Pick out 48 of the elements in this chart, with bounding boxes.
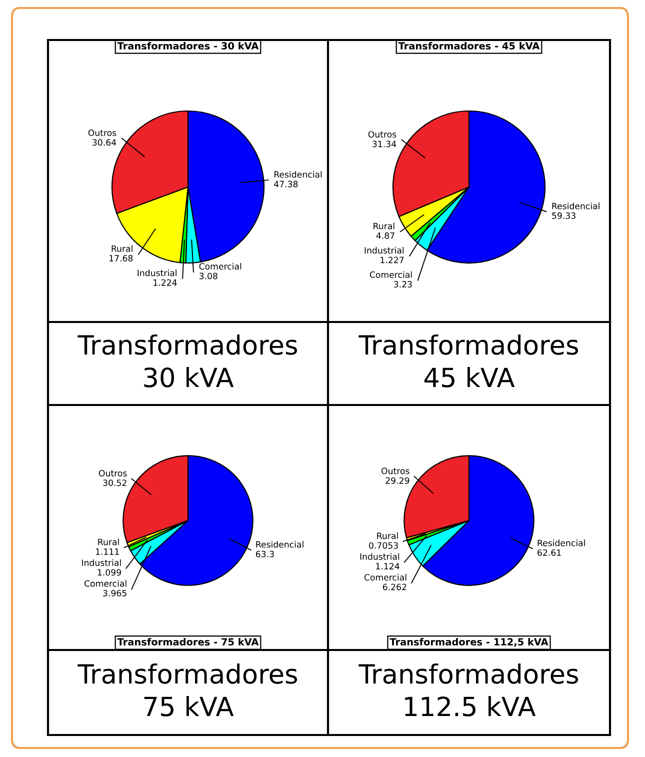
slice-label: Outros (368, 131, 396, 138)
slice-label: Rural (98, 538, 119, 546)
data-label: 30.52 (103, 480, 126, 486)
chart-title: Transformadores - 30 kVA (117, 42, 259, 50)
slice-label: Rural (374, 222, 394, 230)
slice-label: Rural (377, 532, 398, 540)
slice-label: Residencial (256, 540, 304, 548)
slice-label: Residencial (274, 171, 322, 178)
slice-label: Comercial (364, 574, 406, 581)
chart-title: Transformadores - 45 kVA (398, 42, 540, 50)
text: Transformadores - 112,5 kVA (390, 638, 548, 647)
data-label: 29.29 (386, 477, 410, 484)
slice-label: Industrial (138, 270, 176, 276)
data-label: 1.111 (96, 548, 119, 555)
data-label: 31.34 (372, 140, 396, 148)
slice-label: Industrial (360, 553, 400, 560)
slice-label: Comercial (370, 271, 412, 278)
data-label: 6.262 (382, 584, 406, 590)
text: Transformadores 30 kVA (78, 334, 297, 388)
data-label: 3.965 (103, 590, 126, 596)
data-label: 1.099 (98, 569, 121, 576)
data-label: 1.224 (154, 279, 177, 286)
data-label: 47.38 (274, 180, 298, 188)
data-label: 3.08 (199, 272, 218, 280)
slice-label: Outros (98, 470, 127, 476)
data-label: 63.3 (256, 550, 274, 558)
data-label: 1.227 (380, 256, 404, 264)
slice-label: Industrial (364, 246, 404, 254)
slice-label: Industrial (82, 559, 121, 566)
text: Transformadores 45 kVA (358, 334, 578, 388)
slice-label: Residencial (538, 540, 585, 546)
text: Transformadores 112.5 kVA (358, 663, 578, 716)
slice-label: Outros (88, 130, 116, 136)
data-label: 0.7053 (369, 542, 398, 549)
slice-label: Rural (112, 245, 132, 252)
text: Transformadores 75 kVA (78, 663, 297, 716)
data-label: 17.68 (110, 254, 133, 262)
data-label: 4.87 (376, 232, 394, 239)
slice-label: Residencial (552, 202, 600, 210)
slice-label: Outros (382, 468, 410, 474)
text: Transformadores - 75 kVA (117, 638, 259, 646)
data-label: 1.124 (376, 562, 400, 570)
data-label: 3.23 (394, 281, 412, 288)
data-label: 30.64 (92, 139, 116, 146)
slice-label: Comercial (199, 262, 242, 270)
slice-label: Comercial (84, 580, 126, 587)
data-label: 62.61 (538, 549, 561, 556)
data-label: 59.33 (552, 212, 576, 219)
